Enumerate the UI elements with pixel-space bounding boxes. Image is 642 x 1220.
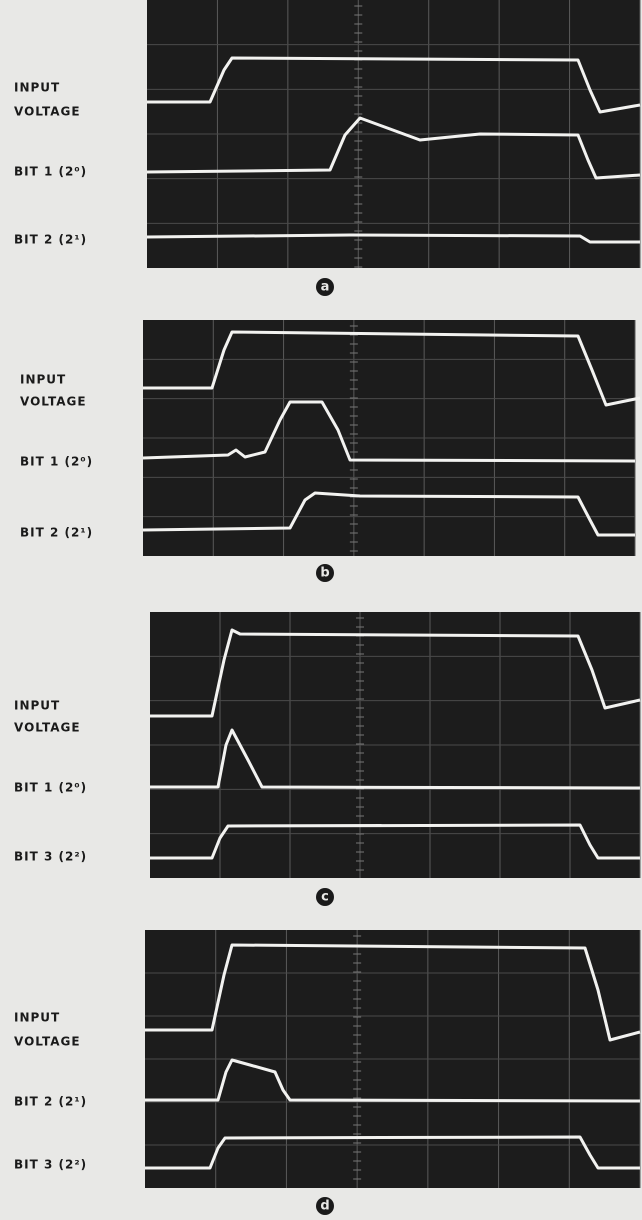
scope-panel: INPUT VOLTAGE BIT 1 (2⁰) BIT 2 (2¹) a (14, 0, 641, 296)
panel-marker (316, 888, 334, 906)
scope-panel: INPUT VOLTAGE BIT 2 (2¹) BIT 3 (2²) d (14, 930, 641, 1215)
trace-label: INPUT (14, 699, 60, 713)
trace-label: INPUT (20, 373, 66, 387)
panel-letter: a (321, 280, 330, 295)
trace (145, 1135, 640, 1170)
trace (150, 823, 640, 860)
trace (150, 628, 641, 718)
trace-label: VOLTAGE (14, 721, 81, 735)
trace (142, 400, 636, 463)
panel-letter: c (321, 890, 329, 905)
trace-label: VOLTAGE (20, 395, 87, 409)
panel-marker (316, 1197, 334, 1215)
trace-label: BIT 1 (2⁰) (14, 781, 87, 795)
trace (142, 491, 635, 537)
trace-label: VOLTAGE (14, 1035, 81, 1049)
panel-letter: d (320, 1199, 329, 1214)
trace (147, 56, 641, 114)
trace (146, 116, 641, 180)
trace-label: BIT 1 (2⁰) (14, 165, 87, 179)
trace-label: BIT 1 (2⁰) (20, 455, 93, 469)
trace (150, 728, 641, 790)
trace-label: BIT 2 (2¹) (20, 526, 93, 540)
trace (143, 330, 641, 407)
trace-label: INPUT (14, 1011, 60, 1025)
trace (145, 943, 641, 1042)
trace-label: BIT 2 (2¹) (14, 233, 87, 247)
panel-marker (316, 564, 334, 582)
trace-label: BIT 3 (2²) (14, 850, 87, 864)
trace-label: INPUT (14, 81, 60, 95)
trace (145, 1058, 641, 1103)
trace-label: BIT 3 (2²) (14, 1158, 87, 1172)
panel-letter: b (320, 566, 329, 581)
scope-panel: INPUT VOLTAGE BIT 1 (2⁰) BIT 2 (2¹) b (20, 320, 641, 582)
panel-marker (316, 278, 334, 296)
scope-panel: INPUT VOLTAGE BIT 1 (2⁰) BIT 3 (2²) c (14, 612, 641, 906)
trace (146, 233, 640, 244)
trace-label: BIT 2 (2¹) (14, 1095, 87, 1109)
trace-label: VOLTAGE (14, 105, 81, 119)
